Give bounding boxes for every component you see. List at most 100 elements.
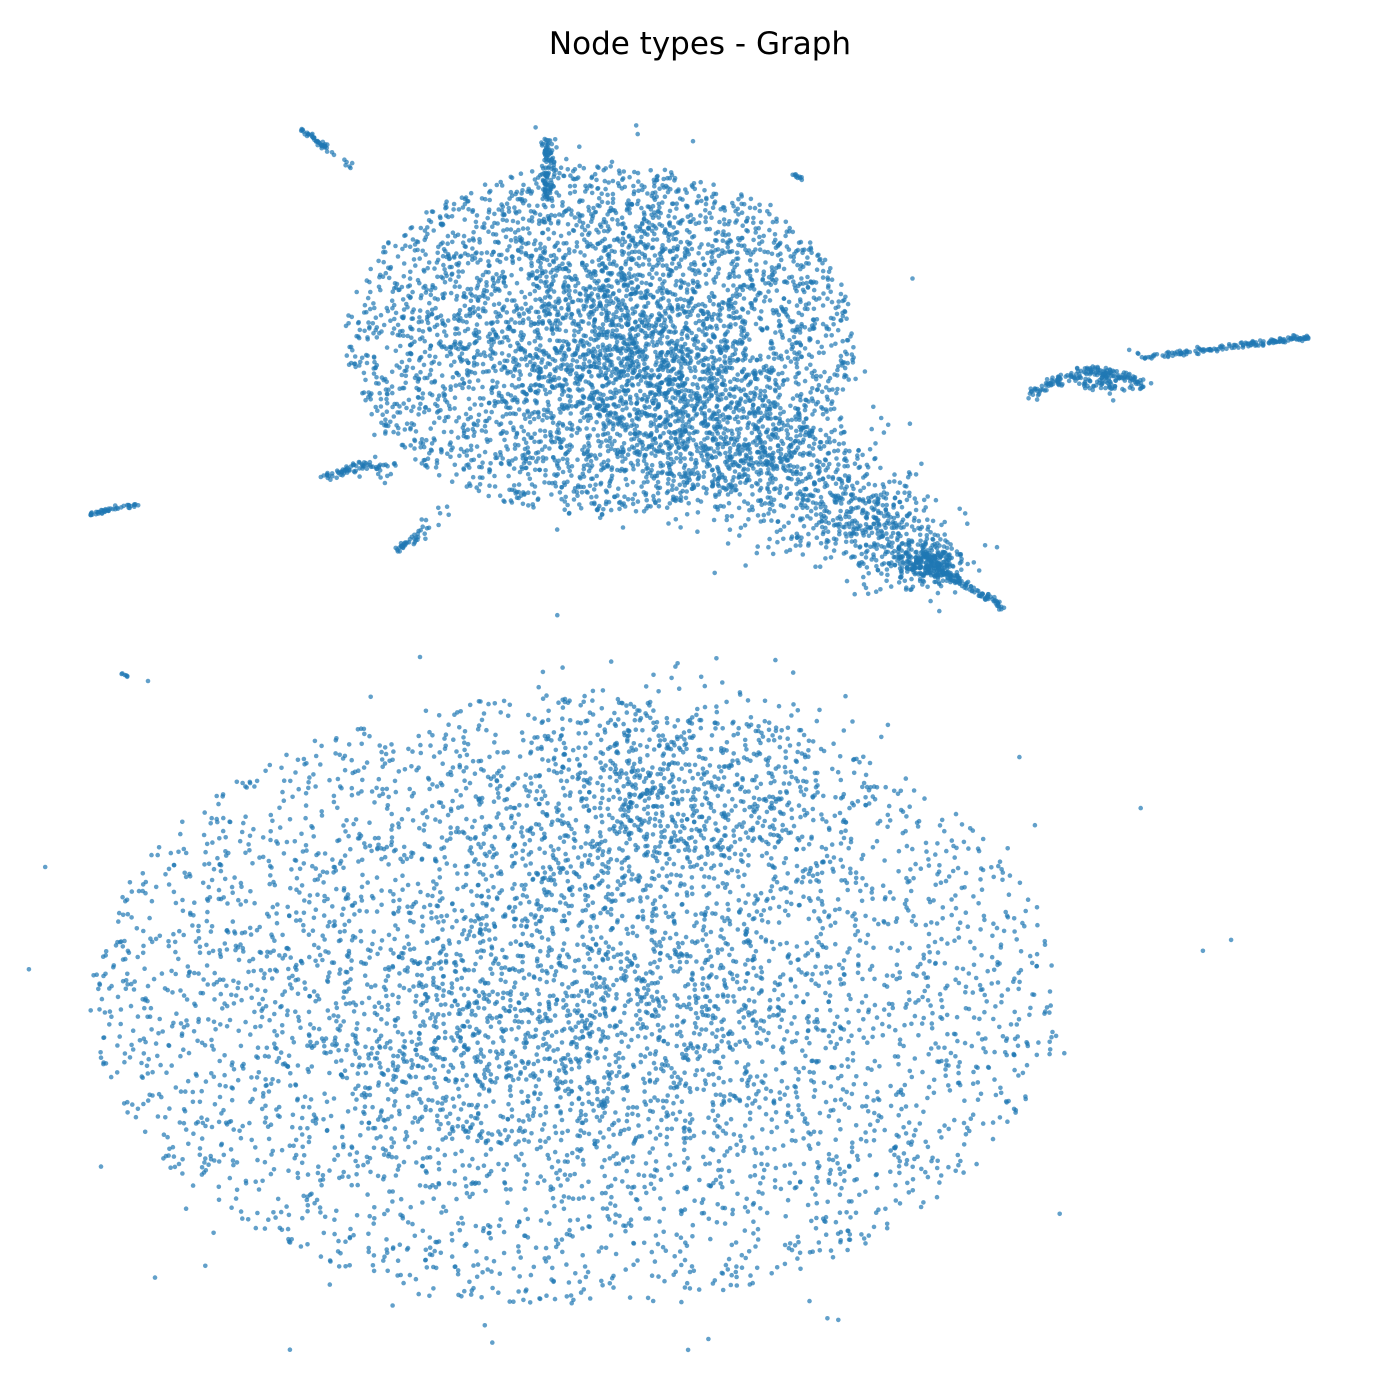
scatter-point (806, 916, 812, 922)
scatter-point (925, 983, 931, 989)
scatter-point (811, 1129, 817, 1135)
scatter-point (802, 766, 808, 771)
scatter-point (706, 1336, 711, 1342)
scatter-point (766, 1030, 771, 1036)
scatter-point (805, 1202, 811, 1208)
scatter-point (204, 841, 210, 847)
scatter-point (738, 1133, 743, 1139)
scatter-point (359, 884, 365, 890)
scatter-point (956, 1064, 961, 1069)
scatter-point (456, 1292, 461, 1298)
scatter-point (173, 949, 178, 955)
scatter-point (543, 1110, 549, 1115)
scatter-point (756, 1189, 761, 1195)
scatter-point (303, 803, 309, 808)
scatter-point (899, 1106, 904, 1112)
scatter-point (947, 1088, 953, 1093)
scatter-point (161, 1156, 166, 1161)
scatter-point (769, 1117, 775, 1122)
scatter-point (399, 816, 405, 822)
scatter-point (467, 1163, 472, 1168)
scatter-point (359, 857, 365, 863)
scatter-point (170, 1144, 176, 1150)
scatter-point (625, 1112, 630, 1117)
scatter-point (265, 949, 270, 955)
scatter-point (465, 835, 471, 840)
scatter-point (305, 1203, 311, 1208)
scatter-point (783, 856, 789, 861)
scatter-point (387, 758, 392, 764)
scatter-point (733, 1240, 739, 1245)
scatter-point (746, 1095, 751, 1101)
scatter-point (561, 941, 567, 946)
scatter-point (259, 1008, 264, 1014)
scatter-point (904, 875, 909, 881)
scatter-point (575, 756, 580, 762)
scatter-point (903, 1131, 909, 1136)
scatter-point (997, 1115, 1003, 1120)
scatter-point (518, 923, 524, 928)
scatter-point (225, 930, 231, 935)
scatter-point (1017, 754, 1022, 760)
scatter-point (408, 1204, 414, 1210)
scatter-point (495, 992, 501, 997)
scatter-point (568, 1079, 574, 1084)
scatter-point (569, 993, 575, 999)
scatter-point (286, 1236, 291, 1242)
scatter-point (383, 987, 389, 992)
scatter-point (195, 1038, 200, 1044)
scatter-point (559, 1028, 565, 1033)
scatter-point (153, 936, 159, 942)
scatter-point (796, 1077, 801, 1082)
scatter-point (693, 1025, 699, 1030)
scatter-point (431, 975, 436, 981)
scatter-point (745, 938, 751, 943)
scatter-point (535, 1058, 541, 1064)
scatter-point (751, 1219, 756, 1224)
scatter-point (618, 966, 624, 972)
scatter-point (139, 1060, 144, 1066)
scatter-point (392, 1126, 398, 1131)
scatter-point (978, 1091, 984, 1097)
scatter-point (594, 1114, 600, 1120)
scatter-point (630, 924, 635, 929)
scatter-point (415, 972, 420, 978)
scatter-point (886, 803, 892, 809)
scatter-point (703, 994, 708, 999)
scatter-point (209, 1037, 214, 1043)
scatter-point (538, 963, 544, 968)
scatter-point (443, 1076, 449, 1082)
scatter-point (914, 1103, 919, 1108)
scatter-point (997, 1024, 1002, 1030)
scatter-point (538, 1113, 543, 1118)
scatter-point (419, 1127, 425, 1132)
scatter-point (770, 733, 775, 738)
scatter-point (885, 824, 890, 830)
scatter-point (865, 1040, 870, 1045)
scatter-point (610, 898, 615, 904)
scatter-point (1034, 1052, 1040, 1058)
scatter-point (687, 995, 692, 1000)
scatter-point (742, 1065, 748, 1070)
scatter-point (341, 906, 346, 912)
scatter-point (921, 971, 927, 976)
scatter-point (692, 1198, 697, 1203)
scatter-point (197, 950, 203, 955)
scatter-point (271, 948, 277, 954)
scatter-point (544, 693, 549, 698)
chart-title: Node types - Graph (548, 26, 852, 62)
scatter-point (181, 932, 186, 938)
scatter-point (464, 1083, 470, 1088)
scatter-point (817, 1110, 823, 1116)
scatter-point (958, 1158, 963, 1164)
scatter-point (934, 1165, 940, 1171)
scatter-point (117, 939, 123, 945)
scatter-point (249, 1137, 254, 1143)
scatter-point (642, 1054, 648, 1059)
scatter-point (733, 1042, 739, 1048)
scatter-point (896, 1155, 901, 1160)
scatter-point (871, 945, 876, 951)
scatter-point (297, 866, 303, 872)
scatter-point (857, 1192, 862, 1198)
scatter-point (254, 927, 260, 933)
